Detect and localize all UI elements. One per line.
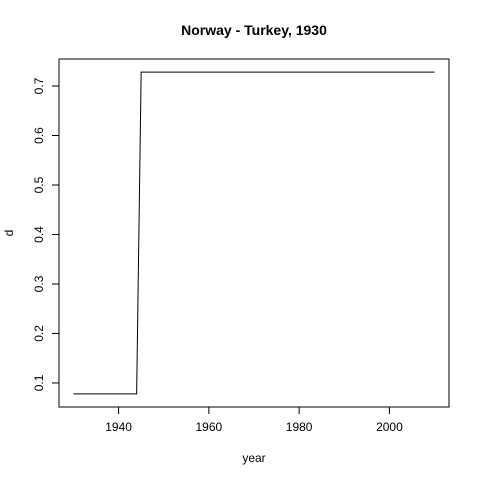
y-tick-label: 0.2 (32, 325, 46, 342)
y-tick-label: 0.4 (32, 226, 46, 243)
series-line (73, 71, 435, 395)
y-tick-label: 0.7 (32, 77, 46, 94)
x-axis-label: year (242, 451, 265, 465)
chart-title: Norway - Turkey, 1930 (181, 22, 327, 38)
x-tick-label: 1960 (196, 420, 223, 434)
y-tick-label: 0.6 (32, 127, 46, 144)
series-layer (73, 71, 435, 395)
y-tick-label: 0.3 (32, 275, 46, 292)
y-tick-label: 0.1 (32, 374, 46, 391)
x-tick-label: 1940 (105, 420, 132, 434)
x-tick-label: 2000 (376, 420, 403, 434)
x-axis: 1940 1960 1980 2000 (105, 406, 403, 434)
y-axis: 0.1 0.2 0.3 0.4 0.5 0.6 0.7 (32, 77, 60, 391)
y-tick-label: 0.5 (32, 176, 46, 193)
plot-frame (58, 58, 450, 408)
y-axis-label: d (2, 230, 16, 237)
x-tick-label: 1980 (286, 420, 313, 434)
